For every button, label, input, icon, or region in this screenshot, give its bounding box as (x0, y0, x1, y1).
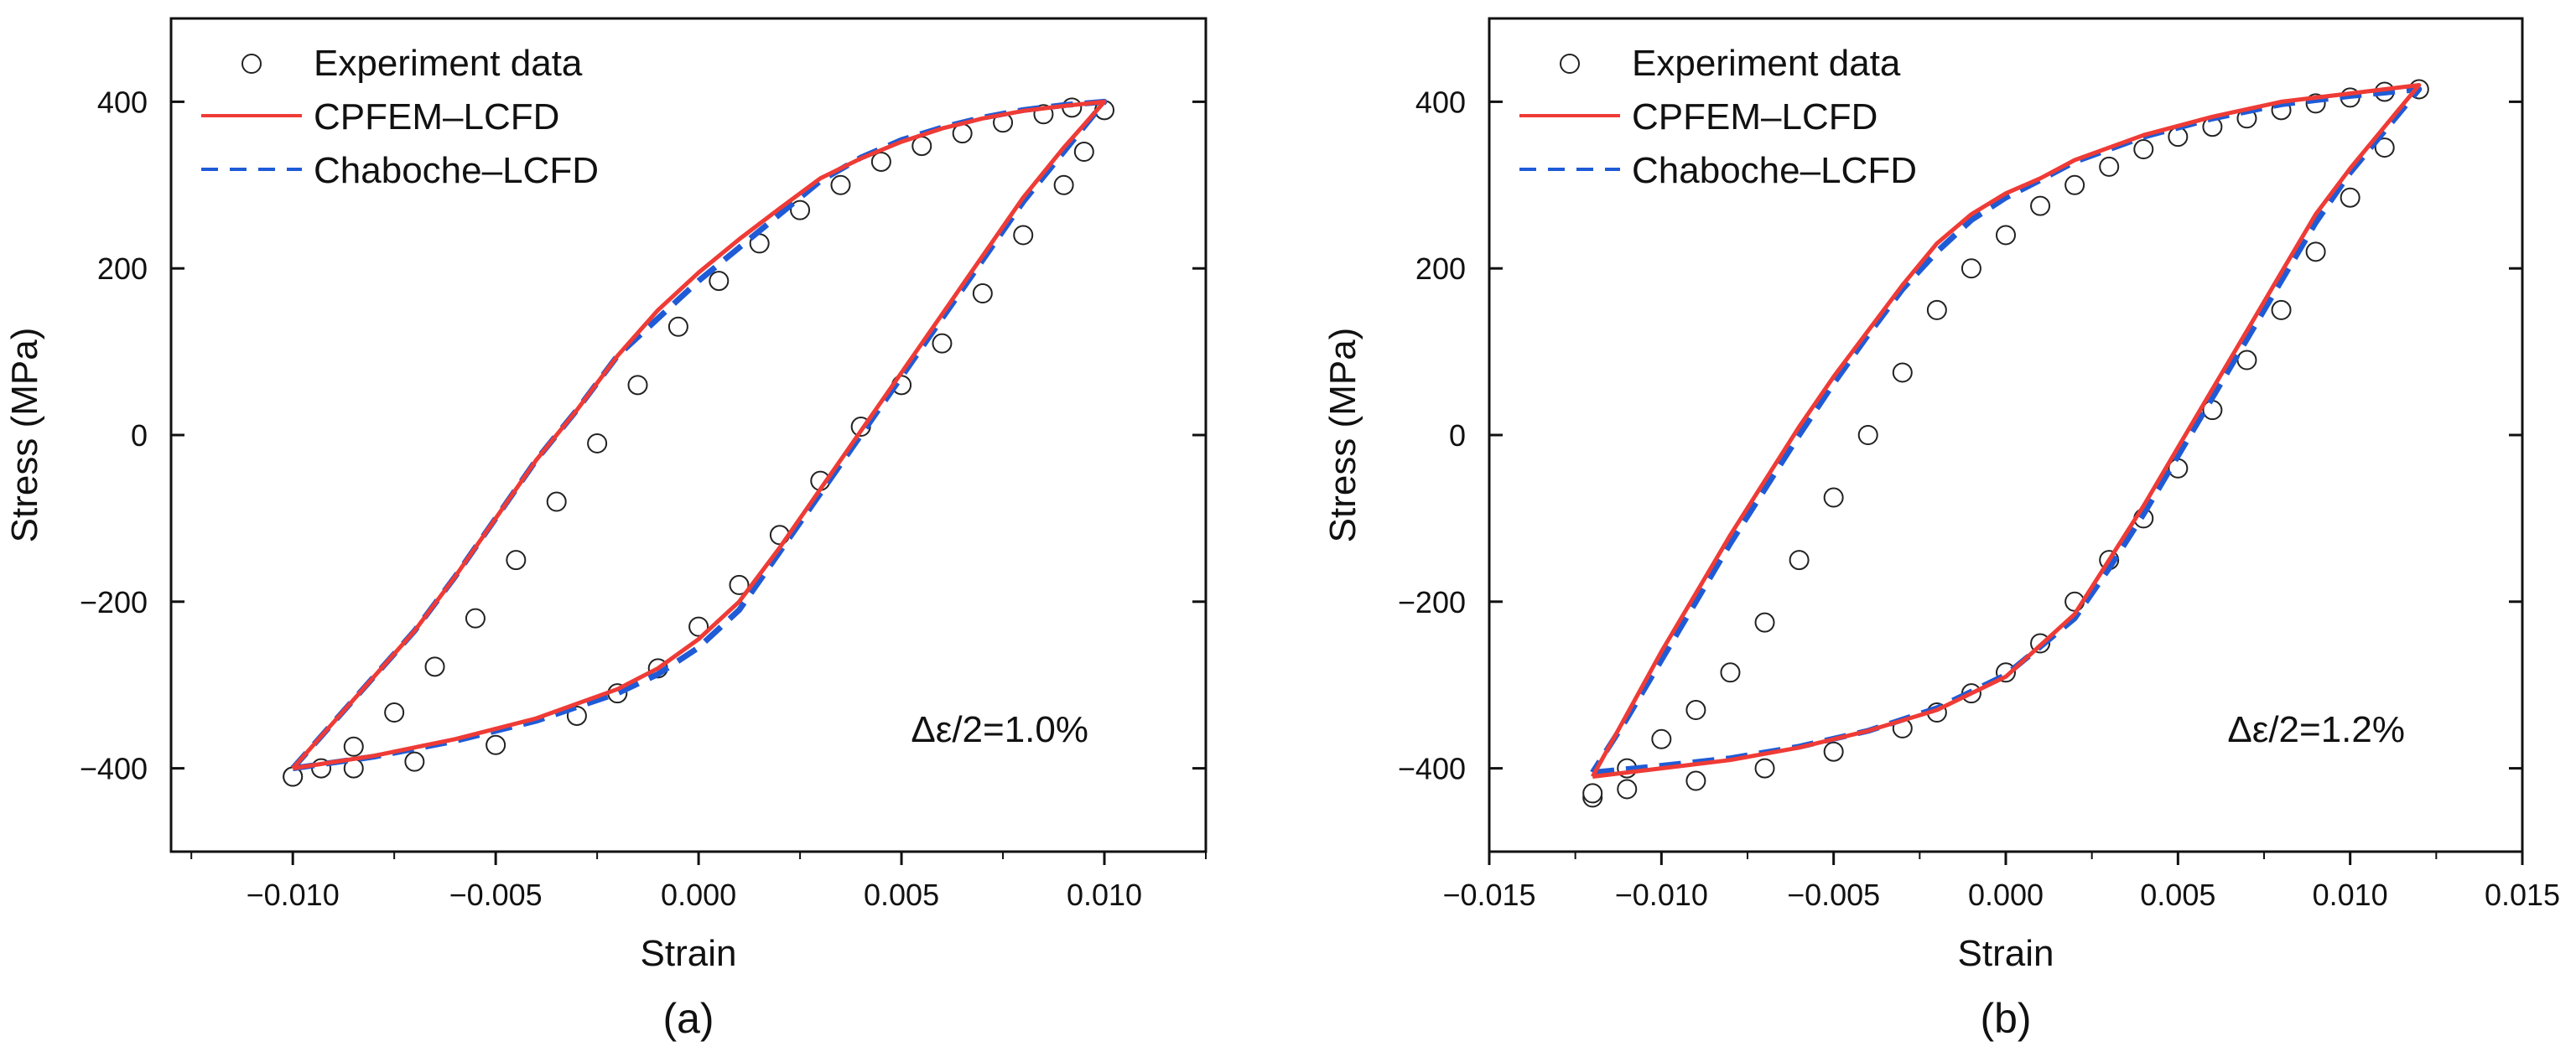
experiment-data-point (1754, 612, 1775, 633)
experiment-data-point (729, 574, 750, 595)
experiment-data-point (830, 174, 851, 195)
chart-panel-a: −400 −200 0 200 400 −0.010 −0.005 0.000 0.005 0.0… (4, 17, 1208, 1042)
legend-label: Experiment data (1632, 43, 1901, 84)
experiment-data-point (688, 616, 709, 637)
experiment-data-point (1013, 225, 1034, 246)
experiment-data-point (2374, 137, 2395, 158)
strain-amplitude-annotation: Δε/2=1.2% (2227, 709, 2405, 750)
experiment-data-point (1617, 779, 1638, 800)
x-tick-label: −0.005 (449, 878, 543, 912)
chart-panel-b: −400 −200 0 200 400 −0.015 −0.010 −0.005 0.000 0.… (1322, 17, 2560, 1042)
cpfem-lcfd-line (291, 99, 1107, 771)
x-axis-title: Strain (1958, 933, 2054, 974)
experiment-data-point (424, 656, 445, 677)
x-tick-label: 0.005 (2140, 878, 2215, 912)
experiment-data-point (1073, 142, 1094, 163)
y-tick-label: −200 (1398, 585, 1466, 619)
legend-label: CPFEM–LCFD (1632, 96, 1877, 137)
legend: Experiment data CPFEM–LCFD Chaboche–LCFD (201, 43, 599, 191)
experiment-data-point (343, 736, 364, 757)
experiment-data-point (2064, 174, 2085, 195)
legend-label: Experiment data (314, 43, 583, 84)
experiment-data-point (1651, 728, 1672, 749)
x-tick-label: 0.010 (1067, 878, 1142, 912)
experiment-data-point (2133, 139, 2154, 160)
y-tick-label: 200 (1415, 251, 1466, 286)
experiment-data-point (870, 151, 891, 172)
legend-circle-icon (242, 54, 262, 74)
experiment-data-point (1720, 662, 1741, 683)
x-tick-label: 0.000 (661, 878, 736, 912)
experiment-data-point (932, 333, 953, 354)
experiment-data-point (1685, 700, 1706, 721)
experiment-data-point (2340, 187, 2360, 208)
experiment-data-point (1961, 258, 1981, 279)
experiment-data-point (404, 751, 425, 772)
strain-amplitude-annotation: Δε/2=1.0% (911, 709, 1088, 750)
x-tick-label: 0.015 (2485, 878, 2560, 912)
y-axis-title: Stress (MPa) (4, 328, 45, 543)
x-tick-label: −0.015 (1442, 878, 1535, 912)
experiment-data-point (667, 316, 688, 337)
plot-area (1582, 79, 2429, 808)
y-tick-label: −400 (1398, 752, 1466, 786)
panel-label: (a) (662, 995, 714, 1042)
experiment-data-point (2271, 299, 2292, 320)
x-tick-label: −0.010 (1615, 878, 1708, 912)
x-tick-label: 0.000 (1968, 878, 2044, 912)
experiment-data-point (1926, 299, 1947, 320)
y-tick-label: −400 (80, 752, 148, 786)
experiment-data-point (546, 491, 567, 512)
experiment-data-point (972, 283, 993, 304)
panel-label: (b) (1980, 995, 2031, 1042)
legend: Experiment data CPFEM–LCFD Chaboche–LCFD (1519, 43, 1917, 191)
experiment-data-point (2305, 241, 2326, 262)
experiment-data-point (1892, 362, 1913, 383)
experiment-data-point (1685, 770, 1706, 791)
legend-label: Chaboche–LCFD (1632, 150, 1917, 191)
experiment-data-point (1754, 758, 1775, 779)
cpfem-lcfd-line (1591, 83, 2422, 779)
plot-area (283, 97, 1115, 787)
legend-label: Chaboche–LCFD (314, 150, 599, 191)
x-tick-label: 0.005 (864, 878, 939, 912)
x-tick-label: 0.010 (2313, 878, 2388, 912)
experiment-data-point (465, 608, 486, 629)
experiment-data-point (911, 136, 932, 157)
x-tick-label: −0.005 (1787, 878, 1880, 912)
experiment-data-point (709, 271, 730, 292)
experiment-data-point (2030, 195, 2051, 216)
experiment-data-point (1996, 225, 2016, 246)
experiment-data-point (486, 734, 506, 755)
y-tick-label: 0 (1449, 418, 1466, 453)
experiment-data-point (384, 702, 405, 723)
chaboche-lcfd-line (290, 98, 1108, 772)
experiment-data-point (2236, 350, 2257, 370)
experiment-data-point (627, 375, 648, 396)
y-tick-label: 400 (97, 85, 148, 119)
y-tick-label: −200 (80, 585, 148, 619)
experiment-data-point (1053, 174, 1074, 195)
experiment-data-point (1823, 487, 1844, 508)
experiment-data-point (1789, 550, 1810, 571)
experiment-data-point (1582, 783, 1603, 804)
x-axis-title: Strain (641, 933, 737, 974)
legend-label: CPFEM–LCFD (314, 96, 559, 137)
experiment-data-point (1823, 741, 1844, 762)
legend-circle-icon (1560, 54, 1580, 74)
experiment-data-point (2099, 156, 2120, 177)
y-tick-label: 0 (131, 418, 148, 453)
y-tick-label: 200 (97, 251, 148, 286)
y-axis-title: Stress (MPa) (1322, 328, 1363, 543)
chaboche-lcfd-line (1590, 86, 2423, 776)
experiment-data-point (1857, 425, 1878, 445)
x-tick-label: −0.010 (247, 878, 340, 912)
experiment-data-point (790, 199, 811, 220)
y-tick-label: 400 (1415, 85, 1466, 119)
experiment-data-point (587, 433, 608, 453)
experiment-data-point (506, 550, 527, 571)
